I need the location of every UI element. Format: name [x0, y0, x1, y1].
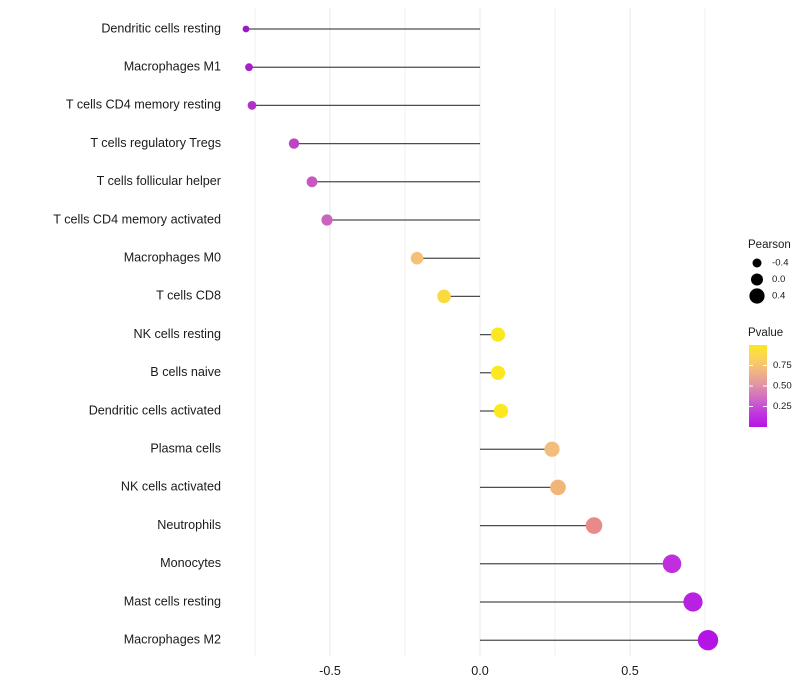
data-point[interactable]: Macrophages M1 — Pearson -0.77, Pvalue 0…	[245, 63, 253, 72]
category-label: T cells regulatory Tregs	[90, 136, 221, 150]
x-tick-label: 0.5	[621, 664, 639, 678]
color-legend-gradient-bar	[749, 345, 767, 427]
data-point[interactable]: Macrophages M0 — Pearson -0.21, Pvalue 0…	[410, 251, 424, 265]
size-legend-label: -0.4	[772, 258, 789, 269]
category-label: NK cells activated	[121, 480, 221, 494]
category-label: Plasma cells	[150, 442, 221, 456]
category-label: Dendritic cells resting	[101, 21, 221, 35]
size-legend-swatch	[749, 288, 765, 304]
data-point[interactable]: Neutrophils — Pearson 0.38, Pvalue 0.42	[585, 517, 603, 534]
stems	[246, 28, 708, 641]
size-legend-swatch	[752, 258, 762, 268]
data-point[interactable]: T cells CD8 — Pearson -0.12, Pvalue 0.82	[437, 289, 451, 304]
category-label: NK cells resting	[134, 327, 222, 341]
category-label: Macrophages M1	[124, 60, 221, 74]
category-label: T cells CD4 memory resting	[66, 98, 221, 112]
category-axis-labels: Dendritic cells resting Macrophages M1 T c…	[53, 21, 221, 646]
data-point[interactable]: Dendritic cells resting — Pearson -0.78,…	[242, 25, 250, 33]
category-label: B cells naive	[150, 365, 221, 379]
category-label: T cells CD8	[156, 289, 221, 303]
data-point[interactable]: B cells naive — Pearson 0.06, Pvalue 0.9…	[490, 365, 506, 380]
color-legend-title: Pvalue	[748, 327, 783, 339]
category-label: T cells CD4 memory activated	[53, 212, 221, 226]
category-label: Monocytes	[160, 556, 221, 570]
data-point[interactable]: Dendritic cells activated — Pearson 0.07…	[493, 403, 509, 419]
size-legend-title: Pearson	[748, 239, 791, 251]
data-point[interactable]: NK cells resting — Pearson 0.06, Pvalue …	[490, 327, 506, 342]
data-point[interactable]: T cells regulatory Tregs — Pearson -0.62…	[288, 138, 300, 149]
x-tick-label: -0.5	[319, 664, 341, 678]
points: Dendritic cells resting — Pearson -0.78,…	[242, 25, 719, 651]
category-label: Macrophages M0	[124, 251, 221, 265]
category-label: Macrophages M2	[124, 633, 221, 647]
x-tick-label: 0.0	[471, 664, 489, 678]
data-point[interactable]: NK cells activated — Pearson 0.26, Pvalu…	[550, 479, 566, 496]
x-axis-tick-labels: -0.5 0.0 0.5	[319, 664, 639, 678]
color-legend-tick-label: 0.75	[773, 360, 792, 371]
data-point[interactable]: Macrophages M2 — Pearson 0.76, Pvalue 0.…	[697, 630, 719, 651]
data-point[interactable]: Plasma cells — Pearson 0.24, Pvalue 0.64	[544, 441, 560, 457]
data-point[interactable]: Monocytes — Pearson 0.64, Pvalue 0.17	[662, 554, 682, 574]
data-point[interactable]: T cells CD4 memory resting — Pearson -0.…	[247, 101, 257, 110]
color-legend: Pvalue 0.75 0.50 0.25	[748, 327, 792, 427]
category-label: Neutrophils	[157, 518, 221, 532]
data-point[interactable]: Mast cells resting — Pearson 0.71, Pvalu…	[683, 592, 703, 612]
category-label: Dendritic cells activated	[89, 403, 221, 417]
gridlines	[254, 8, 706, 656]
color-legend-tick-label: 0.25	[773, 401, 792, 412]
color-legend-tick-label: 0.50	[773, 381, 792, 392]
size-legend-label: 0.0	[772, 274, 785, 285]
size-legend-swatch	[751, 273, 763, 286]
size-legend-label: 0.4	[772, 291, 786, 302]
data-point[interactable]: T cells CD4 memory activated — Pearson -…	[321, 214, 333, 226]
category-label: T cells follicular helper	[97, 174, 221, 188]
size-legend: Pearson -0.4 0.0 0.4	[748, 239, 791, 304]
category-label: Mast cells resting	[124, 594, 221, 608]
data-point[interactable]: T cells follicular helper — Pearson -0.5…	[306, 176, 318, 188]
